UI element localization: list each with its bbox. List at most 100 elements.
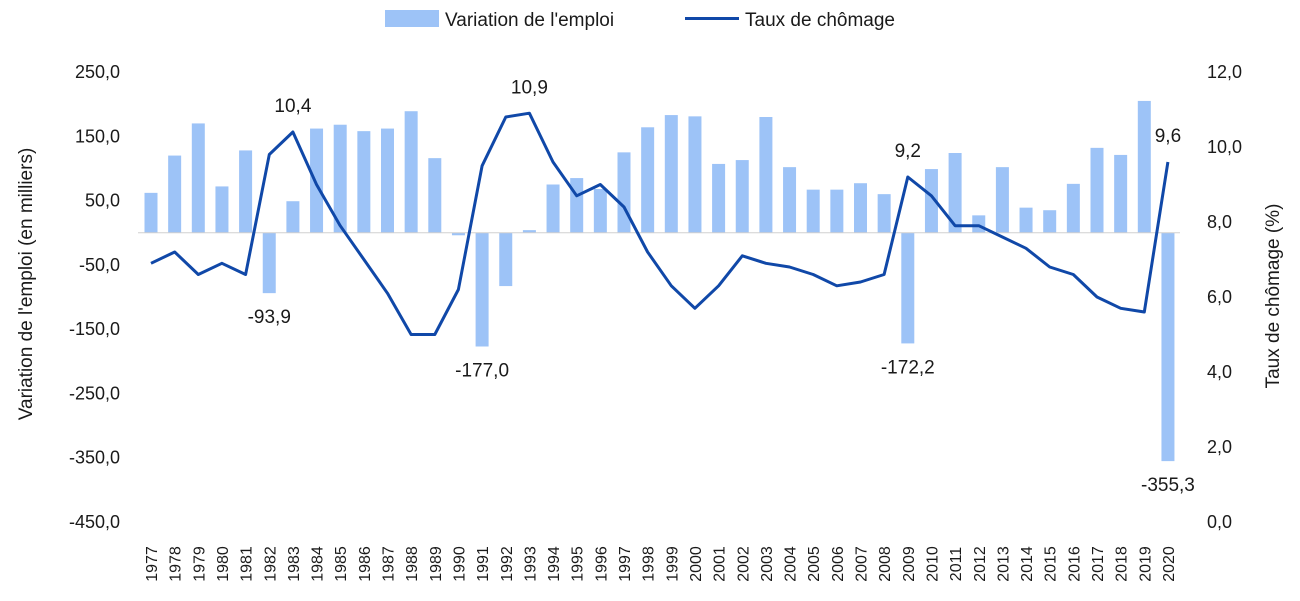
x-tick-2009: 2009 [901,546,918,582]
left-tick-label: -150,0 [69,319,120,339]
bar-2014 [1019,207,1033,233]
data-label-2020: -355,3 [1141,475,1195,496]
x-tick-2014: 2014 [1019,546,1036,582]
bar-2011 [948,153,962,233]
x-tick-1994: 1994 [546,546,563,582]
bar-1991 [475,232,489,347]
x-tick-2011: 2011 [948,547,965,582]
left-tick-label: 250,0 [75,62,120,82]
bar-1979 [191,123,205,233]
bar-1977 [144,192,158,233]
legend-label-unemployment: Taux de chômage [745,10,895,31]
annotations: -93,9 10,4 -177,0 10,9 9,2 -172,2 9,6 -355,3 [248,77,1195,496]
bar-1985 [333,124,347,233]
x-tick-1995: 1995 [570,546,587,582]
bar-2016 [1066,183,1080,233]
x-tick-2020: 2020 [1161,546,1178,582]
right-tick-label: 2,0 [1207,437,1232,457]
x-tick-2013: 2013 [995,546,1012,582]
bar-1999 [664,115,678,233]
x-tick-2002: 2002 [735,546,752,582]
bar-2005 [806,189,820,233]
bar-1988 [404,111,418,233]
left-axis-title: Variation de l'emploi (en milliers) [16,148,37,421]
bar-1996 [593,189,607,233]
bar-2020 [1161,232,1175,462]
bar-2018 [1114,154,1128,233]
bar-2010 [924,169,938,233]
bar-1986 [357,131,371,233]
right-tick-label: 0,0 [1207,512,1232,532]
x-tick-2003: 2003 [759,546,776,582]
bar-2002 [735,160,749,233]
bar-1994 [546,184,560,233]
x-tick-1990: 1990 [451,546,468,582]
right-tick-label: 8,0 [1207,212,1232,232]
data-label-2020: 9,6 [1155,126,1181,147]
left-tick-label: -350,0 [69,448,120,468]
left-tick-label: 150,0 [75,126,120,146]
x-tick-1982: 1982 [262,546,279,582]
x-tick-2015: 2015 [1043,546,1060,582]
left-tick-label: -250,0 [69,383,120,403]
bar-1993 [522,230,536,233]
x-tick-2005: 2005 [806,546,823,582]
x-tick-2010: 2010 [924,546,941,582]
bar-2003 [759,117,773,233]
bar-1982 [262,232,276,294]
x-tick-2007: 2007 [854,546,871,582]
right-axis-ticks: 12,0 10,0 8,0 6,0 4,0 2,0 0,0 [1207,62,1242,532]
x-tick-2001: 2001 [712,546,729,582]
legend-label-employment: Variation de l'emploi [445,10,614,31]
x-tick-1999: 1999 [664,546,681,582]
left-tick-label: 50,0 [85,191,120,211]
x-tick-2008: 2008 [877,546,894,582]
bar-1978 [168,155,182,233]
bars-employment [144,100,1175,462]
bar-2017 [1090,147,1104,233]
x-tick-1984: 1984 [310,546,327,582]
x-tick-2012: 2012 [972,546,989,582]
bar-1990 [451,232,465,236]
right-tick-label: 10,0 [1207,137,1242,157]
x-tick-1992: 1992 [499,546,516,582]
x-tick-1987: 1987 [381,546,398,582]
x-tick-2006: 2006 [830,546,847,582]
bar-1989 [428,158,442,233]
bar-1983 [286,201,300,233]
x-tick-2000: 2000 [688,546,705,582]
bar-2015 [1043,210,1057,233]
x-tick-1993: 1993 [522,546,539,582]
legend: Variation de l'emploi Taux de chômage [385,10,895,31]
data-label-1983: 10,4 [274,96,311,117]
x-tick-2019: 2019 [1137,546,1154,582]
x-tick-2016: 2016 [1066,546,1083,582]
data-label-2009: -172,2 [881,357,935,378]
x-tick-2018: 2018 [1114,546,1131,582]
x-tick-1985: 1985 [333,546,350,582]
bar-1987 [381,128,394,233]
bar-1998 [641,127,655,233]
x-tick-1978: 1978 [168,546,185,582]
bar-1981 [239,150,253,233]
bar-1997 [617,152,631,233]
x-tick-1986: 1986 [357,546,374,582]
bar-2012 [972,215,986,233]
x-tick-1997: 1997 [617,546,634,582]
bar-2009 [901,232,915,344]
bar-2006 [830,189,844,233]
left-axis-ticks: 250,0 150,0 50,0 -50,0 -150,0 -250,0 -350,0 -45… [69,62,120,532]
x-tick-1981: 1981 [239,546,256,582]
x-tick-2004: 2004 [783,546,800,582]
x-tick-1989: 1989 [428,546,445,582]
x-tick-1980: 1980 [215,546,232,582]
data-label-1982: -93,9 [248,307,291,328]
right-tick-label: 4,0 [1207,362,1232,382]
bar-2004 [783,167,797,233]
left-tick-label: -50,0 [79,255,120,275]
x-tick-1983: 1983 [286,546,303,582]
x-tick-1991: 1991 [475,546,492,582]
bar-2008 [877,194,891,233]
bar-1992 [499,232,513,287]
